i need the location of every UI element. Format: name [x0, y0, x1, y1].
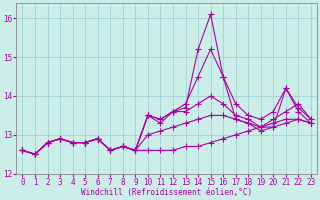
X-axis label: Windchill (Refroidissement éolien,°C): Windchill (Refroidissement éolien,°C)	[81, 188, 252, 197]
